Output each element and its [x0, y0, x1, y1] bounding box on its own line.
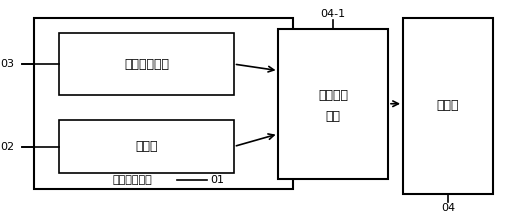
Text: 计算机: 计算机: [436, 99, 459, 112]
Text: 温湿度发生器: 温湿度发生器: [113, 175, 153, 185]
Text: 露点仲: 露点仲: [135, 140, 158, 153]
FancyBboxPatch shape: [34, 18, 293, 189]
FancyBboxPatch shape: [279, 29, 388, 179]
Text: 04: 04: [441, 203, 455, 213]
Text: 03: 03: [0, 59, 14, 69]
FancyBboxPatch shape: [403, 18, 493, 194]
Text: 温湿度传感器: 温湿度传感器: [124, 58, 169, 71]
FancyBboxPatch shape: [59, 120, 234, 173]
Text: 模块: 模块: [326, 110, 341, 123]
FancyBboxPatch shape: [59, 33, 234, 95]
Text: 01: 01: [210, 175, 224, 185]
Text: 04-1: 04-1: [321, 9, 346, 19]
Text: 02: 02: [0, 141, 14, 152]
Text: 接口转换: 接口转换: [318, 89, 348, 102]
